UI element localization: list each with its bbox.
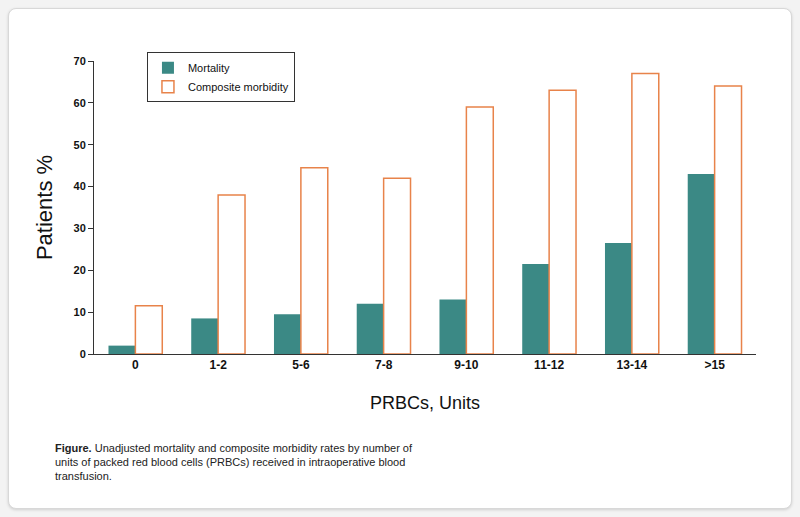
svg-text:1-2: 1-2 [209, 358, 227, 372]
svg-text:Patients %: Patients % [32, 155, 57, 260]
svg-text:11-12: 11-12 [534, 358, 564, 372]
svg-text:30: 30 [74, 222, 86, 234]
svg-text:9-10: 9-10 [454, 358, 478, 372]
svg-text:70: 70 [74, 55, 86, 67]
svg-text:40: 40 [74, 180, 86, 192]
svg-text:60: 60 [74, 97, 86, 109]
svg-text:0: 0 [132, 358, 139, 372]
svg-text:Composite morbidity: Composite morbidity [188, 81, 289, 93]
svg-text:PRBCs, Units: PRBCs, Units [370, 393, 480, 413]
svg-text:7-8: 7-8 [375, 358, 393, 372]
svg-text:10: 10 [74, 306, 86, 318]
svg-text:20: 20 [74, 264, 86, 276]
svg-text:50: 50 [74, 139, 86, 151]
svg-text:Mortality: Mortality [188, 62, 230, 74]
svg-text:5-6: 5-6 [292, 358, 310, 372]
svg-text:>15: >15 [704, 358, 725, 372]
svg-text:0: 0 [80, 348, 86, 360]
html-text:Figure. Unadjusted mortality a: Figure. Unadjusted mortality and composi… [55, 442, 412, 482]
svg-text:13-14: 13-14 [617, 358, 648, 372]
